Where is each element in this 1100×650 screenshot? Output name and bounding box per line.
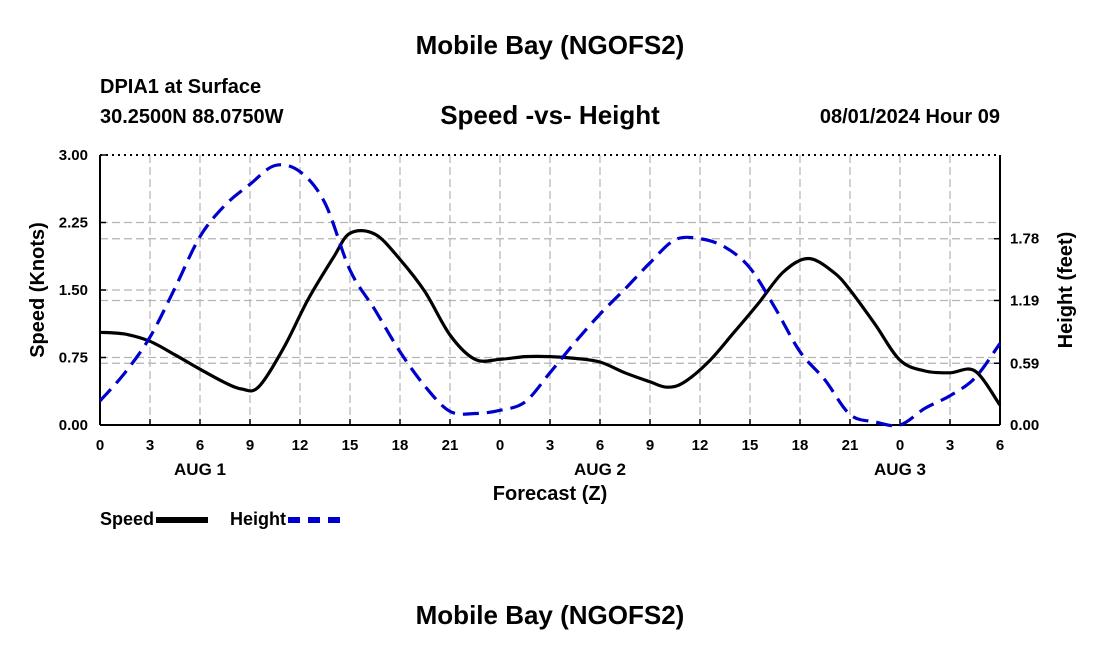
legend-height-label: Height	[230, 509, 286, 529]
main-title: Mobile Bay (NGOFS2)	[415, 30, 685, 60]
legend-height: Height	[230, 509, 340, 530]
y2-tick-label: 1.19	[1010, 292, 1039, 309]
legend-speed-label: Speed	[100, 509, 155, 529]
x-tick-label: 9	[646, 437, 654, 454]
speed-series-line	[99, 229, 1002, 407]
date-label: AUG 1	[174, 460, 226, 479]
date-label: AUG 3	[874, 460, 926, 479]
plot-title: Speed -vs- Height	[440, 100, 660, 130]
x-tick-label: 21	[442, 437, 459, 454]
chart-axes	[99, 154, 1001, 426]
forecast-datetime: 08/01/2024 Hour 09	[819, 106, 1000, 128]
x-tick-label: 0	[496, 437, 504, 454]
legend-speed: Speed	[100, 509, 209, 530]
x-tick-label: 12	[292, 437, 309, 454]
x-tick-label: 21	[842, 437, 859, 454]
x-tick-label: 3	[546, 437, 554, 454]
coordinates-label: 30.2500N 88.0750W	[100, 106, 284, 128]
x-tick-label: 6	[596, 437, 604, 454]
legend-height-swatch	[288, 516, 340, 523]
x-tick-label: 0	[896, 437, 904, 454]
x-tick-label: 15	[742, 437, 759, 454]
footer-title: Mobile Bay (NGOFS2)	[415, 600, 685, 630]
y-tick-label: 3.00	[59, 147, 88, 164]
x-tick-label: 3	[146, 437, 154, 454]
x-axis-title: Forecast (Z)	[493, 483, 607, 505]
station-label: DPIA1 at Surface	[100, 76, 262, 98]
legend-speed-swatch	[156, 516, 209, 523]
y2-axis-title: Height (feet)	[1055, 232, 1077, 349]
chart-grid	[100, 155, 1000, 425]
height-series-line	[98, 163, 1002, 428]
y-tick-label: 2.25	[59, 215, 88, 232]
x-tick-label: 9	[246, 437, 254, 454]
y-tick-label: 0.75	[59, 350, 88, 367]
x-tick-label: 6	[196, 437, 204, 454]
x-tick-label: 12	[692, 437, 709, 454]
chart-series	[98, 163, 1002, 428]
y2-tick-label: 0.59	[1010, 355, 1039, 372]
x-tick-label: 18	[392, 437, 409, 454]
x-tick-label: 3	[946, 437, 954, 454]
y-tick-label: 1.50	[59, 282, 88, 299]
y-tick-label: 0.00	[59, 417, 88, 434]
date-label: AUG 2	[574, 460, 626, 479]
x-tick-label: 18	[792, 437, 809, 454]
y2-tick-label: 0.00	[1010, 417, 1039, 434]
x-tick-label: 6	[996, 437, 1004, 454]
x-tick-label: 15	[342, 437, 359, 454]
y2-tick-label: 1.78	[1010, 231, 1039, 248]
y-axis-title: Speed (Knots)	[27, 222, 49, 358]
x-tick-label: 0	[96, 437, 104, 454]
chart-labels: Forecast (Z) Speed (Knots) Height (feet)…	[27, 147, 1077, 505]
